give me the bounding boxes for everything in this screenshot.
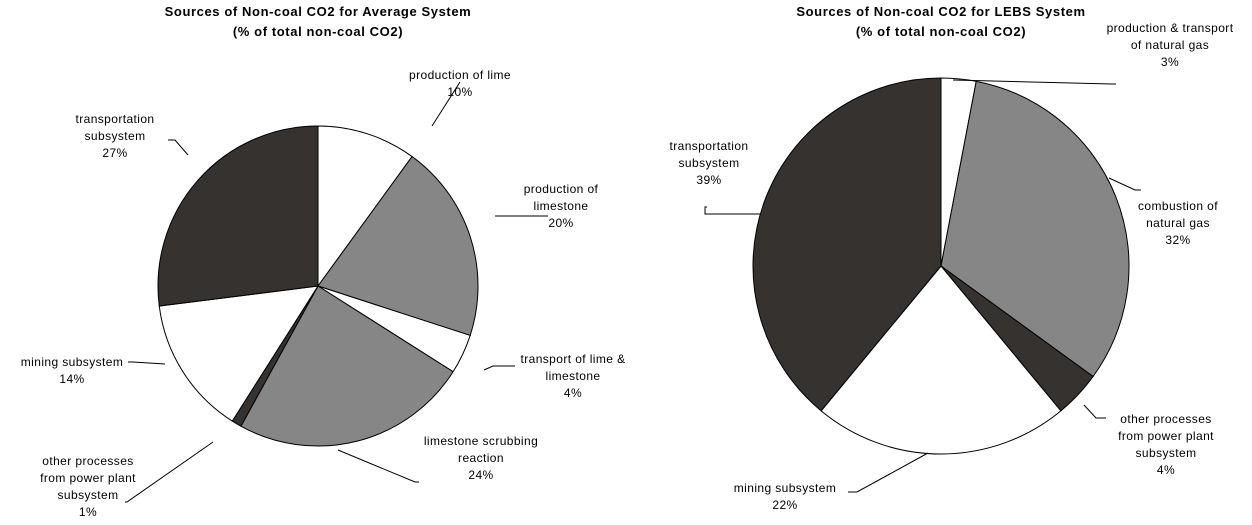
- chart-subtitle: (% of total non-coal CO2): [856, 24, 1026, 39]
- pie-slice-mining-subsystem: [158, 285, 319, 422]
- pie-chart-lebs-system: Sources of Non-coal CO2 for LEBS System …: [670, 4, 1234, 512]
- leader-line: [848, 452, 929, 493]
- slice-label: transportation subsystem 39%: [670, 139, 749, 187]
- slice-label: limestone scrubbing reaction 24%: [424, 434, 538, 482]
- pie-slice-combustion-of-natural-gas: [940, 80, 1130, 378]
- slice-labels: production of lime 10% production of limest…: [21, 68, 626, 519]
- slice-labels: production & transport of natural gas 3% co…: [670, 21, 1234, 512]
- pie-slices: [157, 125, 479, 447]
- chart-title: Sources of Non-coal CO2 for Average Syst…: [165, 4, 472, 19]
- pie-slice-production-of-lime: [317, 125, 413, 288]
- leader-line: [337, 449, 419, 483]
- pie-slice-mining-subsystem: [820, 265, 1062, 455]
- slice-label: production of lime 10%: [409, 68, 511, 99]
- pie-slices: [752, 77, 1130, 455]
- slice-label: mining subsystem 14%: [21, 355, 123, 386]
- leader-line: [952, 79, 1116, 85]
- slice-label: other processes from power plant subsystem…: [1118, 412, 1214, 477]
- pie-slice-limestone-scrubbing-reaction: [240, 285, 454, 447]
- pie-slice-transportation-subsystem: [157, 125, 319, 307]
- slice-label: mining subsystem 22%: [734, 481, 836, 512]
- slice-label: production of limestone 20%: [524, 182, 599, 230]
- leader-line: [1108, 177, 1141, 191]
- chart-subtitle: (% of total non-coal CO2): [233, 24, 403, 39]
- leader-line: [431, 81, 461, 127]
- leader-line: [128, 361, 166, 365]
- chart-title: Sources of Non-coal CO2 for LEBS System: [796, 4, 1085, 19]
- pie-slice-production-of-limestone: [317, 155, 479, 337]
- leader-line: [168, 139, 189, 156]
- slice-label: production & transport of natural gas 3%: [1107, 21, 1234, 69]
- slice-label: other processes from power plant subsystem…: [40, 454, 136, 519]
- pie-slice-transportation-subsystem: [752, 77, 942, 412]
- pie-chart-average-system: Sources of Non-coal CO2 for Average Syst…: [21, 4, 626, 519]
- slice-label: combustion of natural gas 32%: [1138, 199, 1218, 247]
- slice-label: transport of lime & limestone 4%: [521, 352, 626, 400]
- leader-line: [1083, 404, 1106, 419]
- leader-line: [704, 206, 760, 215]
- leader-line: [483, 365, 515, 371]
- slice-label: transportation subsystem 27%: [76, 112, 155, 160]
- leader-line: [125, 441, 214, 503]
